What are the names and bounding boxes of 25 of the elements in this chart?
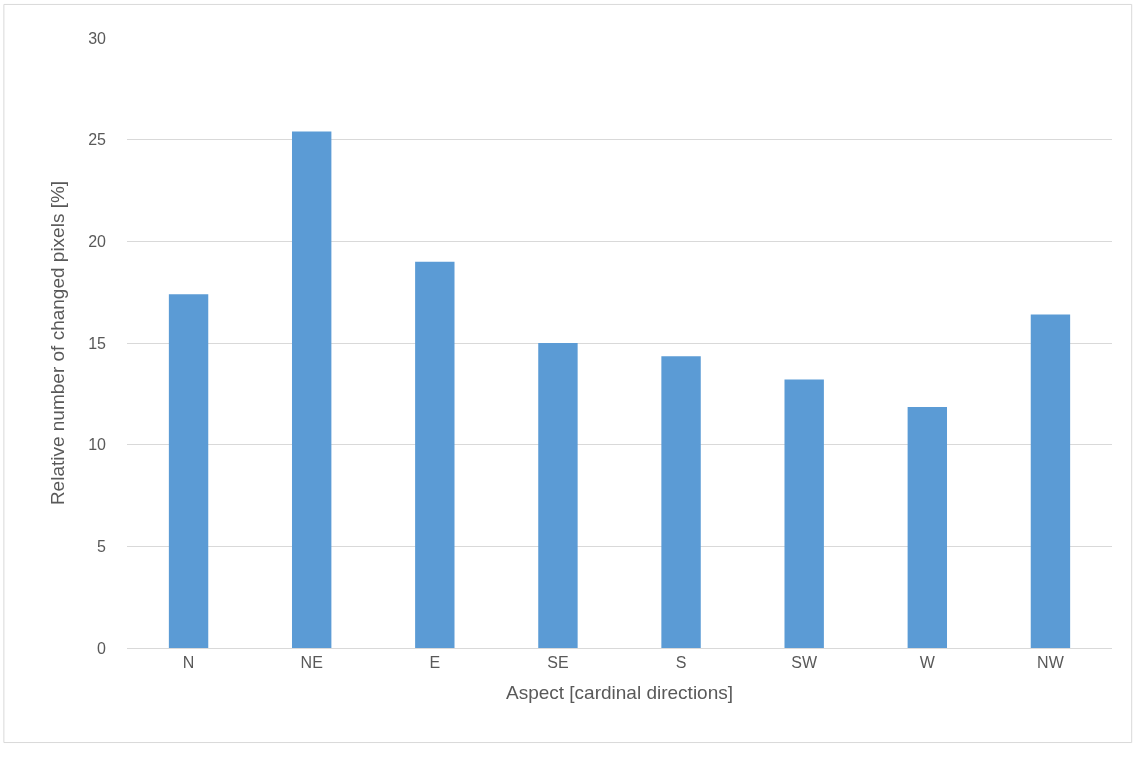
bar: [1030, 314, 1071, 648]
bar: [538, 343, 578, 648]
x-tick-label: S: [675, 654, 687, 672]
x-axis-title: Aspect [cardinal directions]: [505, 682, 734, 703]
y-tick-label: 30: [88, 29, 107, 47]
x-tick-label: SW: [791, 654, 818, 672]
bar: [168, 294, 209, 648]
bar: [784, 379, 824, 648]
bar: [907, 407, 948, 648]
bar: [661, 356, 701, 648]
y-tick-label: 20: [88, 232, 107, 250]
x-tick-label: E: [429, 654, 441, 672]
bar: [291, 131, 332, 648]
x-tick-label: SE: [547, 654, 569, 672]
y-tick-label: 25: [88, 131, 107, 149]
x-tick-label: NW: [1037, 654, 1065, 672]
x-tick-label: NE: [300, 654, 323, 672]
x-tick-label: W: [919, 654, 936, 672]
y-tick-label: 0: [97, 639, 107, 657]
bar: [415, 261, 455, 648]
y-tick-label: 10: [88, 436, 107, 454]
y-tick-label: 5: [97, 537, 107, 555]
x-tick-label: N: [182, 654, 195, 672]
y-axis-title: Relative number of changed pixels [%]: [47, 180, 69, 506]
y-tick-label: 15: [88, 334, 107, 352]
